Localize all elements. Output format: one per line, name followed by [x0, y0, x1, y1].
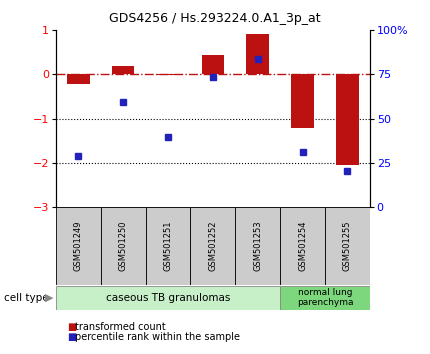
Bar [67, 74, 89, 84]
Bar [56, 286, 280, 310]
Bar [280, 207, 325, 285]
Text: ■: ■ [67, 332, 76, 342]
Bar [292, 74, 314, 128]
Text: percentile rank within the sample: percentile rank within the sample [75, 332, 240, 342]
Text: GSM501252: GSM501252 [209, 221, 217, 271]
Bar [325, 207, 370, 285]
Text: GSM501250: GSM501250 [119, 221, 128, 271]
Bar [56, 207, 101, 285]
Text: GSM501251: GSM501251 [163, 221, 172, 271]
Text: GSM501255: GSM501255 [343, 221, 352, 271]
Text: normal lung
parenchyma: normal lung parenchyma [297, 288, 353, 307]
Text: cell type: cell type [4, 293, 49, 303]
Bar [146, 207, 190, 285]
Text: GSM501254: GSM501254 [298, 221, 307, 271]
Bar [235, 207, 280, 285]
Text: ▶: ▶ [45, 293, 54, 303]
Bar [101, 207, 146, 285]
Bar [336, 74, 359, 165]
Text: GDS4256 / Hs.293224.0.A1_3p_at: GDS4256 / Hs.293224.0.A1_3p_at [109, 12, 321, 25]
Bar [280, 286, 370, 310]
Text: ■: ■ [67, 322, 76, 332]
Bar [190, 207, 235, 285]
Text: GSM501249: GSM501249 [74, 221, 83, 271]
Bar [246, 34, 269, 74]
Bar [112, 67, 135, 74]
Text: transformed count: transformed count [75, 322, 166, 332]
Text: caseous TB granulomas: caseous TB granulomas [106, 293, 230, 303]
Bar [157, 74, 179, 75]
Bar [202, 55, 224, 74]
Text: GSM501253: GSM501253 [253, 221, 262, 272]
